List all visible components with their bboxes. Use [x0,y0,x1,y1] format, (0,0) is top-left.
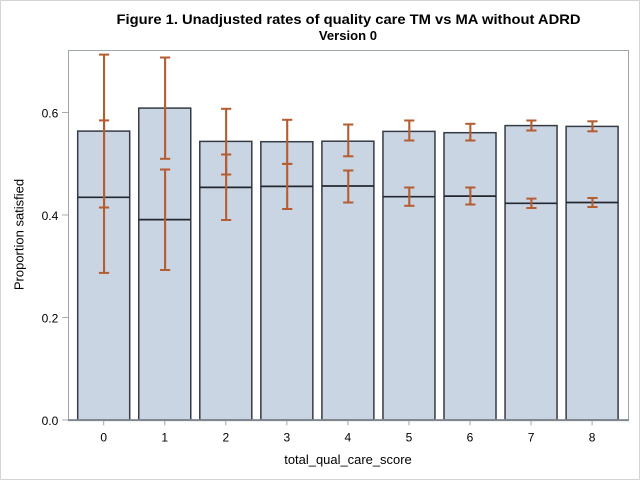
svg-text:0.4: 0.4 [42,209,59,223]
svg-text:Figure 1. Unadjusted rates of: Figure 1. Unadjusted rates of quality ca… [117,11,581,27]
svg-text:2: 2 [222,431,229,445]
svg-text:Version 0: Version 0 [319,28,377,43]
svg-text:0.0: 0.0 [42,414,59,428]
svg-text:0: 0 [100,431,107,445]
svg-text:0.6: 0.6 [42,107,59,121]
svg-text:7: 7 [528,431,535,445]
svg-text:8: 8 [589,431,596,445]
svg-text:3: 3 [284,431,291,445]
svg-text:total_qual_care_score: total_qual_care_score [284,452,412,467]
svg-text:4: 4 [345,431,352,445]
svg-text:0.2: 0.2 [42,312,59,326]
svg-text:Proportion satisfied: Proportion satisfied [12,179,27,290]
svg-text:6: 6 [467,431,474,445]
svg-text:5: 5 [406,431,413,445]
svg-text:1: 1 [161,431,168,445]
